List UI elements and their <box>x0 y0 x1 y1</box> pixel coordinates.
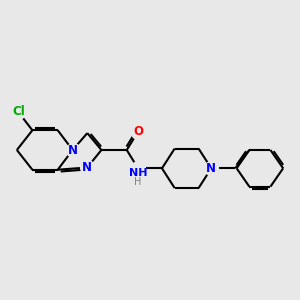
Text: N: N <box>82 161 92 174</box>
Text: NH: NH <box>129 168 147 178</box>
Text: Cl: Cl <box>12 106 25 118</box>
Text: O: O <box>133 125 143 138</box>
Text: N: N <box>68 143 78 157</box>
Text: N: N <box>206 162 216 175</box>
Text: H: H <box>134 177 142 187</box>
